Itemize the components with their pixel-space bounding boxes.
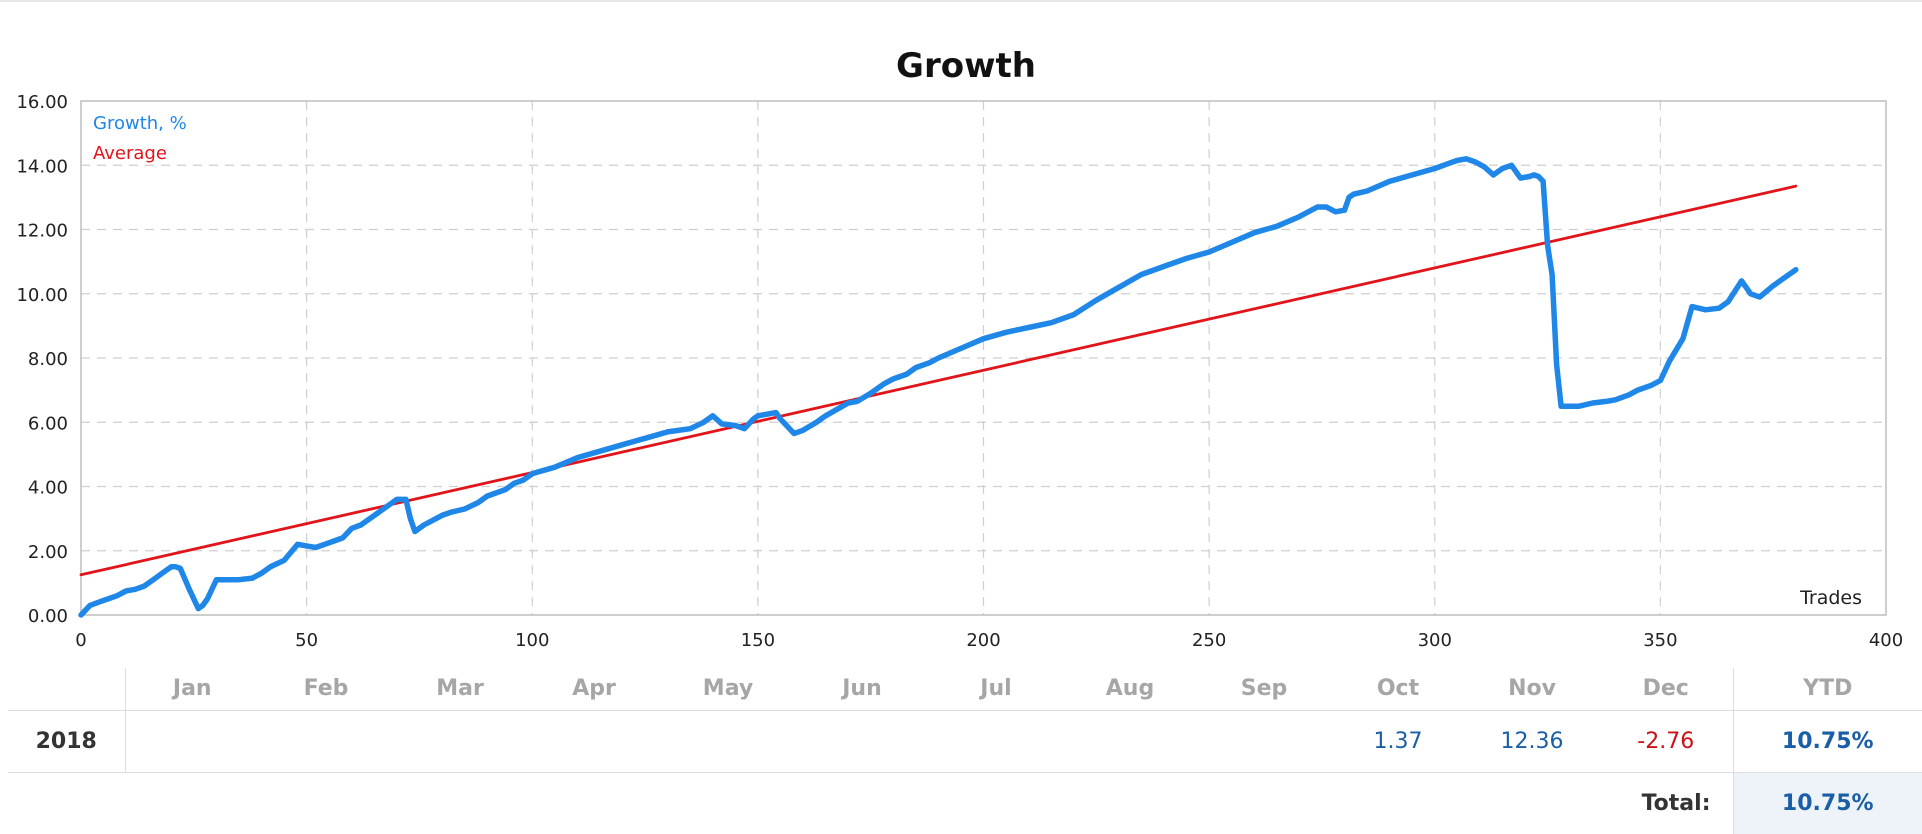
legend-average[interactable]: Average <box>93 143 167 164</box>
month-header: Jan <box>172 676 212 702</box>
header-corner <box>8 668 126 710</box>
plot-area-frame <box>80 100 1887 616</box>
month-value <box>929 710 1063 772</box>
year-label: 2018 <box>8 710 126 772</box>
x-axis-label: Trades <box>1799 587 1862 609</box>
x-axis-ticks: 0 50 100 150 200 250 300 350 400 <box>75 630 1903 651</box>
month-header: Nov <box>1508 676 1556 702</box>
month-header: Dec <box>1642 676 1689 702</box>
y-tick-label: 2.00 <box>28 542 68 563</box>
y-tick-label: 6.00 <box>28 413 68 434</box>
month-header: May <box>702 676 754 702</box>
y-tick-label: 10.00 <box>16 285 68 306</box>
x-tick-label: 300 <box>1418 630 1452 651</box>
month-header: Mar <box>436 676 484 702</box>
table-row: 2018 1.37 12.36 -2.76 10.75% <box>8 710 1922 772</box>
x-tick-label: 350 <box>1643 630 1677 651</box>
chart-title: Growth <box>896 46 1036 86</box>
month-value <box>259 710 393 772</box>
table-header-row: Jan Feb Mar Apr May Jun Jul Aug Sep Oct … <box>8 668 1922 710</box>
ytd-value: 10.75% <box>1732 710 1922 772</box>
y-tick-label: 16.00 <box>16 92 68 113</box>
series-lines <box>78 156 1799 618</box>
month-header: Aug <box>1105 676 1155 702</box>
month-value <box>527 710 661 772</box>
x-tick-label: 150 <box>741 630 775 651</box>
x-tick-label: 200 <box>966 630 1000 651</box>
month-header: Sep <box>1240 676 1288 702</box>
month-value-dec: -2.76 <box>1637 728 1695 754</box>
y-tick-label: 0.00 <box>28 606 68 627</box>
month-value-oct: 1.37 <box>1373 728 1423 754</box>
month-header: Feb <box>303 676 349 702</box>
total-label: Total: <box>1641 790 1711 816</box>
total-value: 10.75% <box>1732 772 1922 834</box>
growth-chart: Growth 0.00 2.00 4.00 6.00 8.00 10.00 12.00 14.… <box>16 46 1903 651</box>
month-header: Jun <box>842 676 882 702</box>
month-value <box>1197 710 1331 772</box>
x-tick-label: 100 <box>515 630 549 651</box>
month-value <box>393 710 527 772</box>
y-tick-label: 8.00 <box>28 349 68 370</box>
growth-series-line[interactable] <box>78 156 1799 618</box>
monthly-returns-table: Jan Feb Mar Apr May Jun Jul Aug Sep Oct … <box>8 668 1922 834</box>
total-row: Total: 10.75% <box>8 772 1922 834</box>
grid-lines <box>81 101 1886 615</box>
month-header: Jul <box>980 676 1012 702</box>
average-series-line[interactable] <box>79 184 1798 577</box>
y-tick-label: 14.00 <box>16 156 68 177</box>
month-value-nov: 12.36 <box>1500 728 1564 754</box>
x-tick-label: 250 <box>1192 630 1226 651</box>
x-tick-label: 0 <box>75 630 86 651</box>
month-header: Oct <box>1376 676 1420 702</box>
ytd-header: YTD <box>1732 668 1922 710</box>
y-tick-label: 12.00 <box>16 221 68 242</box>
y-tick-label: 4.00 <box>28 478 68 499</box>
legend-growth[interactable]: Growth, % <box>93 113 187 134</box>
top-divider <box>0 0 1922 2</box>
month-value <box>1063 710 1197 772</box>
month-value <box>661 710 795 772</box>
month-value <box>125 710 259 772</box>
month-value <box>795 710 929 772</box>
x-tick-label: 50 <box>295 630 318 651</box>
month-header: Apr <box>572 676 616 702</box>
y-axis-ticks: 0.00 2.00 4.00 6.00 8.00 10.00 12.00 14.00 16.00 <box>16 92 68 627</box>
x-tick-label: 400 <box>1869 630 1903 651</box>
